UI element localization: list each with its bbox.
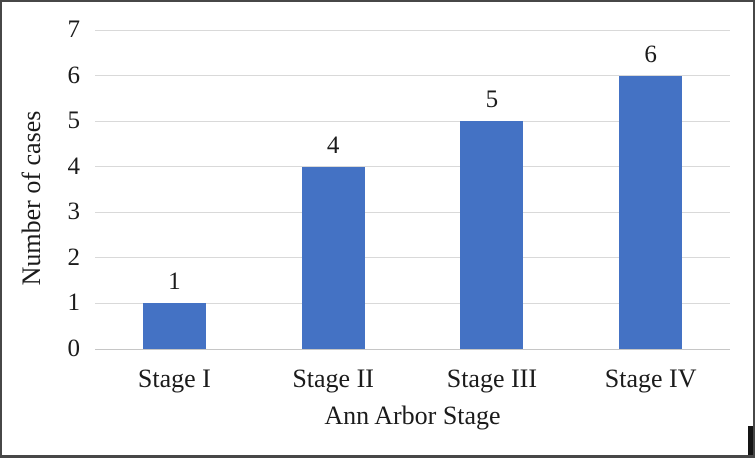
x-axis-category-label: Stage II [292,364,374,393]
bar-stage-iii [460,121,524,349]
y-axis-tick-label: 4 [67,152,81,180]
y-axis-tick-label: 2 [67,243,81,271]
bar-stage-ii [301,166,365,349]
gridline [95,166,730,168]
gridline [95,211,730,213]
x-axis-category-label: Stage I [137,364,211,393]
x-axis-category-label: Stage IV [604,364,697,393]
y-axis-tick-label: 3 [67,198,81,226]
y-axis-tick-label: 5 [67,107,81,135]
bar-value-label: 1 [168,268,181,296]
bar-value-label: 5 [485,86,499,114]
gridline [95,120,730,122]
bar-stage-iv [619,75,683,349]
scan-artifact [748,426,753,455]
bar-value-label: 6 [644,40,657,68]
x-axis-line [95,349,730,350]
gridline [95,75,730,77]
x-axis-category-label: Stage III [446,364,537,393]
gridline [95,302,730,304]
y-axis-title: Number of cases [17,110,46,286]
y-axis-tick-label: 7 [67,16,81,43]
y-axis-tick-label: 6 [67,61,81,89]
x-axis-title: Ann Arbor Stage [324,401,501,430]
gridline [95,29,730,31]
bar-value-label: 4 [326,131,340,159]
y-axis-tick-label: 0 [67,335,81,362]
gridline [95,257,730,259]
y-axis-tick-label: 1 [67,289,81,317]
bar-stage-i [142,303,206,349]
